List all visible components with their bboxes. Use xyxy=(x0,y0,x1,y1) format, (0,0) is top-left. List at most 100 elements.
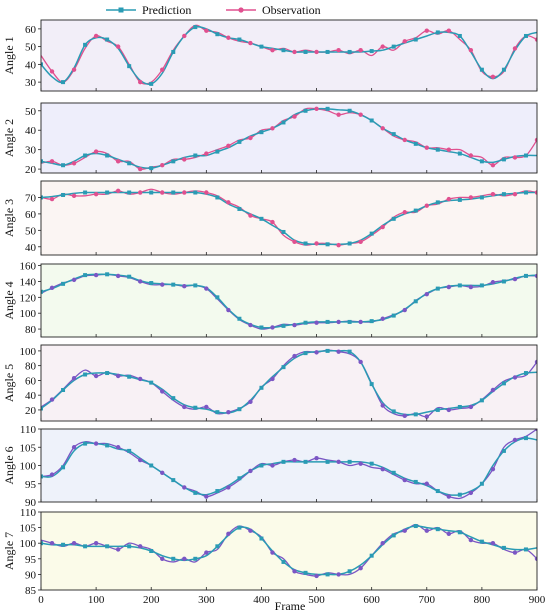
prediction-line xyxy=(41,107,537,169)
panel-6-background xyxy=(41,429,537,502)
y-tick-label: 95 xyxy=(25,479,37,491)
prediction-point xyxy=(41,159,43,164)
prediction-line xyxy=(41,437,537,496)
observation-point xyxy=(402,137,407,143)
observation-point xyxy=(115,188,121,194)
prediction-point xyxy=(347,459,352,464)
prediction-point xyxy=(391,470,396,475)
prediction-point xyxy=(479,398,484,403)
observation-point xyxy=(512,375,518,380)
prediction-point xyxy=(171,396,176,401)
panel-7-background xyxy=(41,512,537,590)
observation-point xyxy=(248,528,253,533)
prediction-point xyxy=(281,229,286,234)
observation-point xyxy=(270,325,275,330)
prediction-point xyxy=(237,37,242,42)
prediction-point xyxy=(127,544,132,549)
x-axis-title: Frame xyxy=(275,599,306,613)
observation-point xyxy=(314,320,319,325)
x-tick-label: 0 xyxy=(38,594,44,606)
prediction-point xyxy=(149,549,154,553)
observation-point xyxy=(182,485,187,490)
prediction-point xyxy=(61,281,66,286)
observation-point xyxy=(534,137,537,143)
observation-point xyxy=(226,485,231,490)
observation-point xyxy=(248,322,253,328)
prediction-point xyxy=(347,319,352,324)
observation-point xyxy=(93,191,99,197)
y-tick-label: 110 xyxy=(20,424,37,436)
observation-point xyxy=(358,461,363,466)
prediction-point xyxy=(105,37,110,42)
observation-point xyxy=(138,190,143,195)
observation-point xyxy=(93,373,99,379)
y-tick-label: 40 xyxy=(25,59,37,71)
observation-point xyxy=(182,404,187,410)
prediction-point xyxy=(479,195,484,200)
observation-point xyxy=(468,490,474,496)
prediction-point xyxy=(413,412,418,417)
observation-point xyxy=(534,359,537,365)
y-axis-title: Angle 1 xyxy=(2,36,16,74)
y-tick-label: 40 xyxy=(25,125,37,137)
prediction-point xyxy=(193,490,198,495)
observation-point xyxy=(380,541,385,546)
y-tick-label: 140 xyxy=(20,276,37,288)
prediction-point xyxy=(523,547,528,552)
panel-5-series xyxy=(41,348,537,419)
observation-point xyxy=(182,556,187,561)
panel-6-series xyxy=(41,429,537,500)
prediction-point xyxy=(127,448,132,453)
legend-prediction-label: Prediction xyxy=(142,3,191,17)
prediction-point xyxy=(61,465,66,470)
observation-point xyxy=(248,468,253,474)
prediction-point xyxy=(259,130,264,135)
observation-point xyxy=(424,528,429,533)
prediction-point xyxy=(347,349,352,354)
prediction-point xyxy=(303,49,308,54)
x-tick-label: 300 xyxy=(198,594,215,606)
observation-point xyxy=(402,39,407,44)
prediction-point xyxy=(501,545,506,550)
observation-point xyxy=(248,135,253,141)
observation-point xyxy=(358,112,363,117)
y-tick-label: 100 xyxy=(20,538,37,550)
observation-point xyxy=(226,143,231,148)
prediction-point xyxy=(281,559,286,564)
prediction-point xyxy=(369,319,374,324)
prediction-point xyxy=(215,195,220,200)
y-tick-label: 85 xyxy=(25,585,37,597)
observation-point xyxy=(336,112,341,117)
prediction-line xyxy=(41,191,537,246)
x-tick-label: 500 xyxy=(308,594,325,606)
observation-point xyxy=(204,28,209,33)
observation-point xyxy=(490,387,496,393)
prediction-point xyxy=(457,197,462,202)
observation-point xyxy=(402,413,407,419)
observation-point xyxy=(336,459,341,465)
observation-point xyxy=(71,193,77,198)
panel-5-frame xyxy=(40,344,538,422)
prediction-point xyxy=(523,33,528,38)
observation-point xyxy=(49,397,55,402)
observation-point xyxy=(380,126,385,131)
observation-point xyxy=(160,163,165,168)
prediction-point xyxy=(215,295,220,300)
observation-point xyxy=(270,126,275,131)
prediction-point xyxy=(149,166,154,171)
prediction-point xyxy=(479,159,484,164)
observation-point xyxy=(424,481,429,486)
observation-point xyxy=(336,319,341,325)
observation-point xyxy=(358,565,363,571)
prediction-point xyxy=(501,381,506,386)
panel-3: 40 50 60 70 Angle 3 xyxy=(2,180,538,256)
y-tick-label: 40 xyxy=(25,242,37,254)
observation-point xyxy=(115,159,121,164)
observation-point xyxy=(292,569,297,574)
prediction-point xyxy=(523,436,528,441)
panel-1: 30 40 50 60 Angle 1 xyxy=(2,19,538,92)
y-tick-label: 105 xyxy=(20,442,37,454)
observation-point xyxy=(314,350,319,355)
panel-6: 90 95 100 105 110 Angle 6 xyxy=(2,424,538,509)
prediction-point xyxy=(413,524,418,529)
